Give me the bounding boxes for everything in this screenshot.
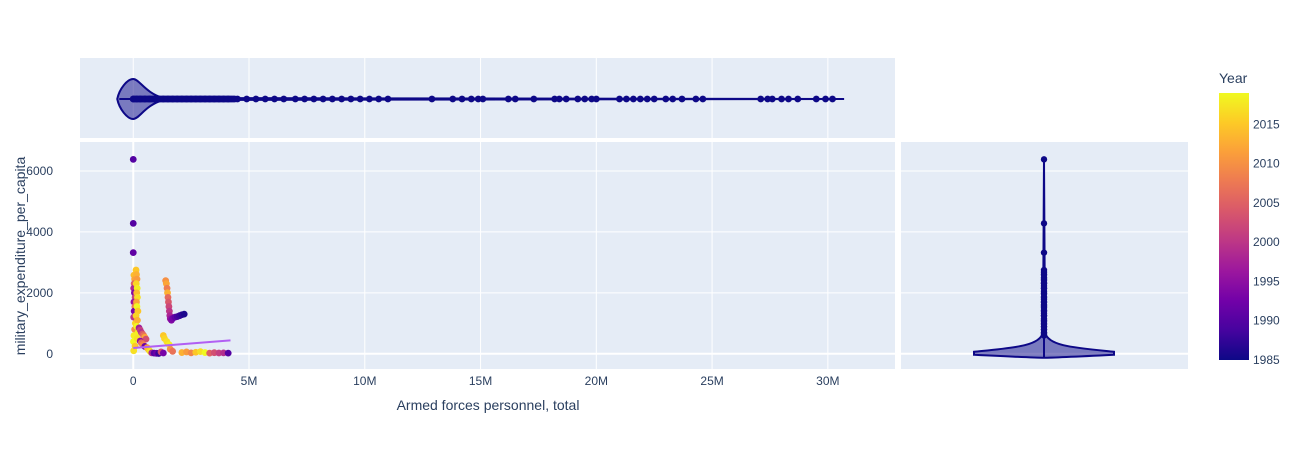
top-marginal-point — [319, 95, 327, 103]
top-marginal-point — [669, 95, 677, 103]
top-marginal-point — [699, 95, 707, 103]
top-marginal-point — [310, 95, 318, 103]
top-marginal-point — [384, 95, 392, 103]
marginal-layer — [116, 77, 1115, 359]
top-marginal-point — [301, 95, 308, 103]
x-tick-label: 0 — [130, 374, 137, 388]
scatter-point — [224, 349, 232, 357]
top-marginal-point — [581, 95, 589, 103]
top-marginal-point — [291, 95, 299, 103]
data-layer — [129, 155, 232, 357]
scatter-point — [129, 155, 137, 163]
top-marginal-point — [231, 95, 239, 103]
top-marginal-point — [829, 95, 836, 103]
scatter-point — [169, 347, 177, 355]
top-marginal-point — [768, 95, 776, 103]
top-marginal-point — [243, 95, 251, 103]
right-marginal-point — [1040, 249, 1048, 256]
top-marginal-point — [643, 95, 651, 103]
top-marginal-point — [623, 95, 630, 103]
top-marginal-point — [616, 95, 623, 103]
colorbar-gradient — [1219, 93, 1249, 360]
top-marginal-point — [347, 95, 355, 103]
colorbar-tick-label: 1985 — [1253, 353, 1280, 367]
right-marginal-point — [1040, 268, 1048, 276]
main-plot-area — [80, 142, 895, 369]
top-marginal-point — [662, 95, 670, 103]
top-marginal-point — [555, 95, 563, 103]
top-marginal-point — [338, 95, 346, 103]
y-tick-label: 4000 — [26, 225, 53, 239]
top-marginal-point — [375, 95, 383, 103]
colorbar-tick-label: 2005 — [1253, 196, 1280, 210]
scatter-point — [180, 310, 188, 318]
x-tick-label: 5M — [241, 374, 258, 388]
trendline — [133, 339, 231, 349]
x-axis-title: Armed forces personnel, total — [397, 397, 580, 413]
top-marginal-point — [530, 95, 538, 103]
top-marginal-point — [650, 95, 658, 103]
top-marginal-point — [778, 95, 785, 103]
top-marginal-point — [822, 95, 829, 103]
scatter-point — [142, 335, 150, 343]
colorbar-title: Year — [1219, 70, 1248, 86]
colorbar: Year 1985 1990 1995 2000 2005 2010 2015 — [1219, 70, 1280, 367]
top-marginal-point — [280, 95, 288, 103]
colorbar-tick-label: 2000 — [1253, 235, 1280, 249]
top-marginal-point — [449, 95, 457, 103]
x-tick-label: 30M — [816, 374, 839, 388]
top-marginal-point — [812, 95, 820, 103]
top-marginal-point — [511, 95, 519, 103]
scatter-point — [159, 349, 167, 357]
colorbar-tick-label: 1995 — [1253, 274, 1280, 288]
right-marginal-point — [1040, 156, 1048, 163]
scatter-point — [129, 219, 137, 227]
colorbar-tick-label: 2015 — [1253, 117, 1280, 131]
y-axis-title: military_expenditure_per_capita — [12, 157, 28, 356]
top-marginal-point — [636, 95, 644, 103]
top-marginal-point — [261, 95, 269, 103]
top-marginal-point — [785, 95, 792, 103]
top-marginal-point — [328, 95, 336, 103]
y-tick-label: 2000 — [26, 286, 53, 300]
right-violin-body — [973, 159, 1115, 359]
top-marginal-point — [458, 95, 466, 103]
tick-layer: 0 5M 10M 15M 20M 25M 30M 0 2000 4000 6000 — [26, 164, 839, 388]
x-tick-label: 25M — [700, 374, 723, 388]
top-marginal-point — [678, 95, 686, 103]
top-marginal-point — [479, 95, 487, 103]
top-marginal-point — [562, 95, 570, 103]
right-marginal-point — [1040, 220, 1048, 227]
top-marginal-point — [757, 95, 765, 103]
top-marginal-point — [504, 95, 512, 103]
top-marginal-point — [356, 95, 364, 103]
top-marginal-point — [629, 95, 637, 103]
y-tick-label: 0 — [46, 347, 53, 361]
top-marginal-point — [592, 95, 600, 103]
top-marginal-point — [252, 95, 260, 103]
x-tick-label: 10M — [353, 374, 376, 388]
scatter-point — [130, 347, 138, 355]
top-marginal-point — [692, 95, 700, 103]
top-marginal-point — [467, 95, 475, 103]
top-marginal-point — [366, 95, 373, 103]
y-tick-label: 6000 — [26, 164, 53, 178]
top-marginal-point — [271, 95, 278, 103]
top-marginal-point — [574, 95, 582, 103]
x-tick-label: 15M — [469, 374, 492, 388]
colorbar-tick-label: 1990 — [1253, 314, 1280, 328]
x-tick-label: 20M — [585, 374, 608, 388]
top-marginal-point — [428, 95, 436, 103]
scatter-point — [134, 316, 141, 324]
colorbar-tick-label: 2010 — [1253, 157, 1280, 171]
top-marginal-point — [794, 95, 802, 103]
scatter-point — [129, 249, 137, 257]
